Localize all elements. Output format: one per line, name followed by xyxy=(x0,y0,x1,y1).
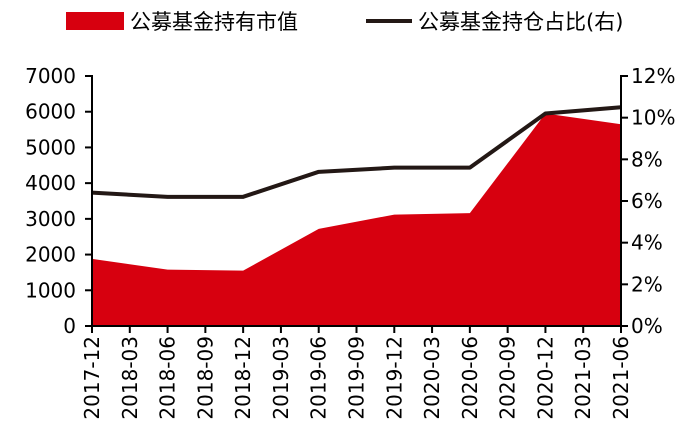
legend: 公募基金持有市值 公募基金持仓占比(右) xyxy=(66,10,623,34)
y-right-tick-label: 6% xyxy=(631,189,663,213)
y-left-tick-label: 2000 xyxy=(25,243,76,267)
axes: 0 1000 2000 3000 4000 5000 6000 7000 0% 2% 4% 6% 8% 1… xyxy=(25,64,675,420)
plot-area xyxy=(91,105,622,326)
area-series-market-value xyxy=(92,113,621,326)
y-right-tick-label: 0% xyxy=(631,314,663,338)
y-right-tick-label: 8% xyxy=(631,147,663,171)
x-tick-label: 2019-06 xyxy=(307,336,331,420)
x-tick-label: 2019-12 xyxy=(382,336,406,420)
x-tick-label: 2017-12 xyxy=(80,336,104,420)
y-left-tick-label: 5000 xyxy=(25,135,76,159)
y-left-tick-label: 3000 xyxy=(25,207,76,231)
y-right-tick-label: 12% xyxy=(631,64,675,88)
x-tick-label: 2019-09 xyxy=(345,336,369,420)
x-tick-label: 2019-03 xyxy=(269,336,293,420)
y-left-tick-label: 4000 xyxy=(25,171,76,195)
legend-swatch-market-value xyxy=(66,12,124,30)
x-tick-label: 2021-03 xyxy=(571,336,595,420)
legend-label-holding-ratio: 公募基金持仓占比(右) xyxy=(418,10,623,34)
x-tick-label: 2020-09 xyxy=(496,336,520,420)
y-left-tick-label: 0 xyxy=(63,314,76,338)
y-right-tick-label: 10% xyxy=(631,106,675,130)
y-right-tick-label: 4% xyxy=(631,231,663,255)
legend-label-market-value: 公募基金持有市值 xyxy=(130,10,298,34)
line-series-holding-ratio xyxy=(91,105,622,199)
x-tick-label: 2020-06 xyxy=(458,336,482,420)
x-tick-label: 2018-03 xyxy=(118,336,142,420)
x-tick-label: 2018-12 xyxy=(231,336,255,420)
x-tick-label: 2020-12 xyxy=(533,336,557,420)
y-right-tick-label: 2% xyxy=(631,272,663,296)
x-tick-label: 2018-06 xyxy=(156,336,180,420)
y-left-tick-label: 7000 xyxy=(25,64,76,88)
y-left-tick-label: 1000 xyxy=(25,278,76,302)
x-tick-label: 2018-09 xyxy=(193,336,217,420)
x-tick-label: 2020-03 xyxy=(420,336,444,420)
y-left-tick-label: 6000 xyxy=(25,100,76,124)
x-tick-label: 2021-06 xyxy=(609,336,633,420)
